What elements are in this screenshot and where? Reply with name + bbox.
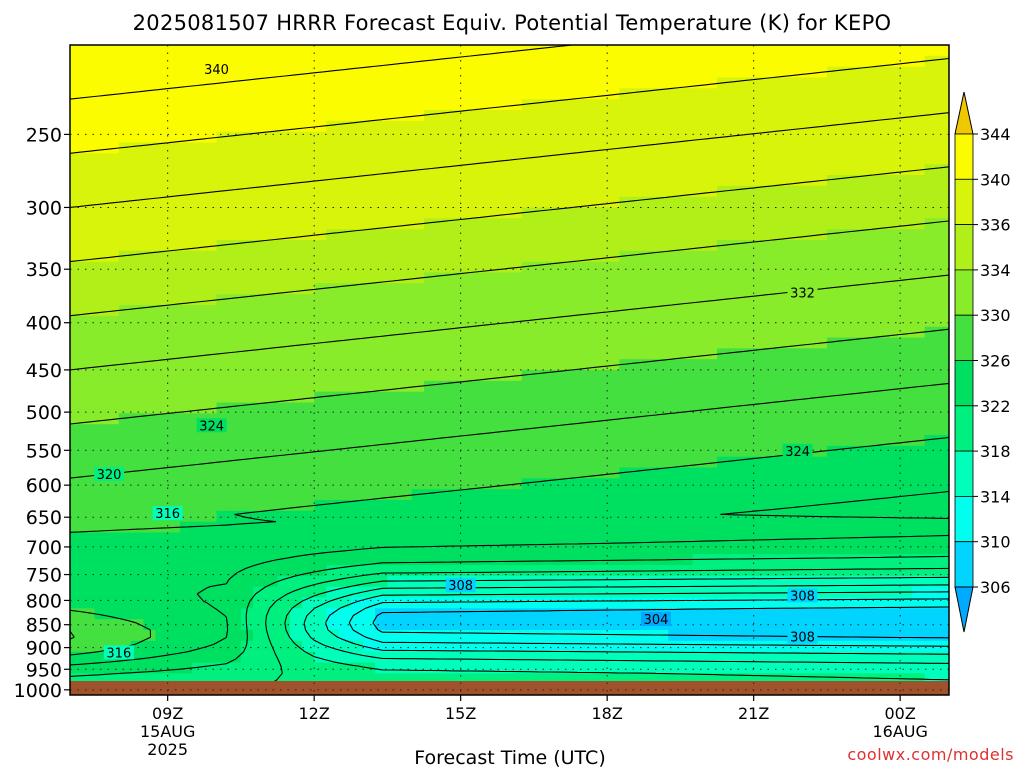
y-tick-label: 550 xyxy=(26,440,62,462)
y-tick-label: 850 xyxy=(26,615,62,637)
contour-label-bg xyxy=(787,588,818,603)
contour-312 xyxy=(348,598,949,647)
y-tick-label: 750 xyxy=(26,565,62,587)
colorbar-bin xyxy=(954,269,974,316)
contour-label-bg xyxy=(94,467,125,482)
contour-338 xyxy=(70,112,949,208)
x-tick-label: 18Z xyxy=(592,704,623,723)
colorbar-tick-label: 326 xyxy=(980,352,1011,371)
x-tick-label: 12Z xyxy=(299,704,330,723)
colorbar-bin xyxy=(954,450,974,497)
x-tick-sublabel: 15AUG xyxy=(140,722,195,741)
y-tick-label: 350 xyxy=(26,259,62,281)
contour-314 xyxy=(325,591,949,655)
y-tick-label: 400 xyxy=(26,313,62,335)
colorbar-extend-max xyxy=(954,91,974,135)
contour-340 xyxy=(70,57,949,154)
contour-label-bg xyxy=(152,506,183,521)
y-tick-label: 950 xyxy=(26,659,62,681)
y-tick-label: 500 xyxy=(26,402,62,424)
colorbar-extend-min xyxy=(954,586,974,633)
contour-316 xyxy=(303,584,949,664)
contour-label: 308 xyxy=(790,631,815,646)
colorbar-bin xyxy=(954,541,974,588)
contour-310 xyxy=(372,606,949,639)
colorbar-bin xyxy=(954,495,974,543)
colorbar-bin xyxy=(954,314,974,361)
y-tick-label: 900 xyxy=(26,638,62,660)
contour-322 xyxy=(70,555,949,677)
y-tick-label: 300 xyxy=(26,197,62,219)
contour-label-bg xyxy=(641,611,671,626)
y-axis: 2503003504004505005506006507007508008509… xyxy=(14,124,70,702)
colorbar-tick-label: 310 xyxy=(980,533,1011,552)
colorbar-bin xyxy=(954,133,974,180)
theta-e-field xyxy=(70,45,949,695)
contour-324 xyxy=(70,490,949,666)
contour-318 xyxy=(284,576,949,681)
colorbar-bin xyxy=(954,405,974,452)
x-tick-label: 15Z xyxy=(445,704,476,723)
contour-330 xyxy=(70,328,949,425)
colorbar-tick-label: 322 xyxy=(980,397,1011,416)
contour-label: 324 xyxy=(785,445,810,460)
chart-title: 2025081507 HRRR Forecast Equiv. Potentia… xyxy=(133,11,892,35)
colorbar-tick-label: 334 xyxy=(980,261,1011,280)
colorbar-tick-label: 336 xyxy=(980,216,1011,235)
contour-328 xyxy=(70,382,949,640)
colorbar-tick-label: 306 xyxy=(980,578,1011,597)
y-tick-label: 600 xyxy=(26,475,62,497)
x-tick-label: 21Z xyxy=(738,704,769,723)
colorbar-bin xyxy=(954,360,974,407)
x-axis-label: Forecast Time (UTC) xyxy=(414,747,605,768)
colorbar-tick-label: 314 xyxy=(980,487,1011,506)
contour-label: 308 xyxy=(448,579,473,594)
y-tick-label: 1000 xyxy=(14,680,62,702)
contour-label: 332 xyxy=(790,287,815,302)
watermark: coolwx.com/models xyxy=(847,745,1014,764)
contour-label: 316 xyxy=(106,646,131,661)
contour-label-bg xyxy=(201,62,232,77)
y-tick-label: 250 xyxy=(26,124,62,146)
y-tick-label: 450 xyxy=(26,360,62,382)
contour-label-bg xyxy=(445,578,476,593)
contour-label-bg xyxy=(103,645,134,660)
contour-342 xyxy=(70,45,573,100)
contour-label-bg xyxy=(787,285,818,300)
contour-label: 340 xyxy=(204,63,229,78)
colorbar-bin xyxy=(954,224,974,271)
contour-label: 316 xyxy=(155,507,180,522)
colorbar-tick-label: 330 xyxy=(980,306,1011,325)
contour-labels: 340 332 324 324 320 316 308 308 304 308 316 xyxy=(94,62,818,661)
contour-label: 320 xyxy=(97,468,122,483)
colorbar-bin xyxy=(954,178,974,226)
colorbar-tick-label: 318 xyxy=(980,442,1011,461)
contour-label: 324 xyxy=(199,419,224,434)
colorbar-tick-label: 344 xyxy=(980,125,1011,144)
y-tick-label: 700 xyxy=(26,537,62,559)
contour-lines xyxy=(70,45,949,695)
x-tick-label: 00Z xyxy=(885,704,916,723)
contour-label: 308 xyxy=(790,589,815,604)
x-tick-label: 09Z xyxy=(152,704,183,723)
x-tick-sublabel: 2025 xyxy=(147,740,188,759)
contour-334 xyxy=(70,220,949,317)
contour-label-bg xyxy=(782,443,813,458)
colorbar-tick-label: 340 xyxy=(980,170,1011,189)
contour-label: 304 xyxy=(644,613,669,628)
ground xyxy=(70,681,949,695)
contour-label-bg xyxy=(196,418,227,433)
colorbar: 344 340 336 334 330 326 322 318 314 310 306 xyxy=(954,91,1011,633)
contour-label-bg xyxy=(787,629,818,644)
x-tick-sublabel: 16AUG xyxy=(872,722,927,741)
y-tick-label: 650 xyxy=(26,507,62,529)
y-tick-label: 800 xyxy=(26,590,62,612)
